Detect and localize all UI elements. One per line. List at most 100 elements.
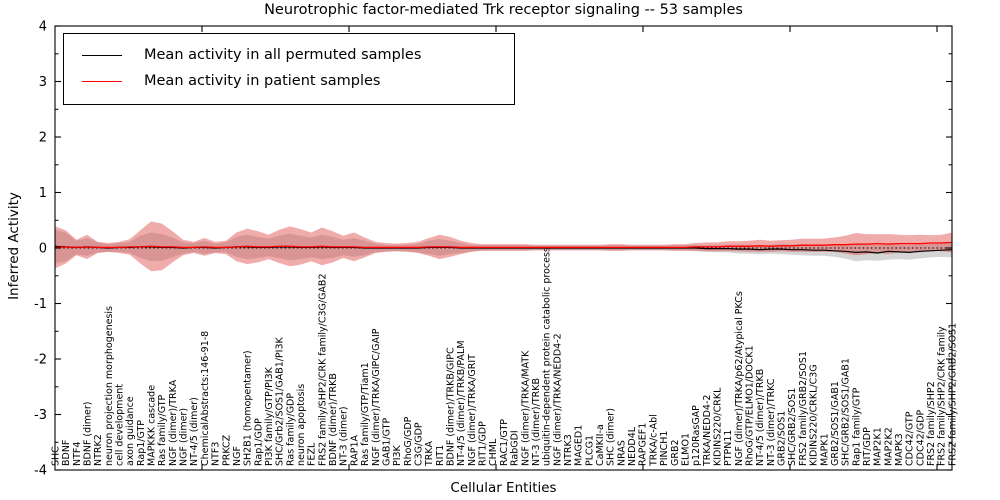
x-tick-label: NEDD4L (627, 426, 638, 466)
y-tick-label: -1 (34, 297, 47, 312)
x-tick-label: NGF (dimer) (179, 408, 190, 466)
x-tick-label: PI3K family/GTP/PI3K (264, 366, 275, 466)
x-tick-label: FRS2 family/GRB2/SOS1 (798, 351, 809, 466)
x-tick-label: TRKA (424, 441, 435, 467)
legend: Mean activity in all permuted samples Me… (63, 33, 515, 105)
permuted-line-swatch (82, 54, 122, 56)
patient-mean-line (54, 241, 953, 249)
x-tick-label: RIT1/GDP (478, 421, 489, 466)
x-tick-label: NTRK3 (563, 434, 574, 466)
x-tick-label: FRS2 family/SHP2/CRK family/C3G/GAB2 (317, 274, 328, 467)
x-tick-label: NGF (dimer)/TRKA/GIPC/GAIP (371, 328, 382, 466)
x-tick-label: Rap1/GTP (136, 420, 147, 466)
x-tick-label: NGF (dimer)/TRKA/p62/Atypical PKCs (734, 291, 745, 466)
x-tick-label: Ras family/GTP (157, 394, 168, 466)
x-tick-label: MAPKKK cascade (147, 385, 158, 466)
x-tick-label: NTRK2 (93, 434, 104, 466)
x-tick-label: neuron apoptosis (296, 384, 307, 466)
chart-title: Neurotrophic factor-mediated Trk recepto… (264, 2, 743, 18)
x-tick-label: SHC/Grb2/SOS1/GAB1/PI3K (275, 336, 286, 466)
x-tick-label: MAPK1 (819, 433, 830, 466)
x-tick-label: SHC (50, 446, 61, 466)
x-tick-label: RhoG/GTP/ELMO1/DOCK1 (745, 345, 756, 466)
x-tick-label: FEZL (307, 442, 318, 466)
x-tick-label: PTPN11 (723, 430, 734, 466)
x-tick-label: RabGDI (510, 430, 521, 466)
x-tick-label: RIT1 (435, 445, 446, 466)
x-tick-label: PINCH1 (659, 431, 670, 466)
y-tick-label: -2 (34, 353, 47, 368)
permuted-confidence-band (55, 229, 952, 263)
x-tick-label: TRKA/NEDD4-2 (702, 395, 713, 467)
x-tick-label: CHML (488, 438, 499, 466)
x-tick-label: ChemicalAbstracts:146-91-8 (200, 331, 211, 466)
x-tick-label: NT-4/5 (dimer)/TRKB (755, 369, 766, 466)
x-tick-label: NGF (dimer)/TRKA/NEDD4-2 (552, 333, 563, 466)
legend-label-permuted: Mean activity in all permuted samples (144, 47, 422, 63)
x-tick-label: SHC/GRB2/SOS1 (787, 388, 798, 466)
x-tick-label: NGF (dimer)/TRKA (168, 379, 179, 466)
x-tick-label: BDNF (dimer)/TRKB (328, 373, 339, 466)
x-tick-label: BDNF (dimer)/TRKB/GIPC (446, 347, 457, 466)
x-tick-label: FRS2 family/SHP2 (926, 381, 937, 466)
x-tick-label: MAP2K1 (873, 427, 884, 466)
x-tick-label: NGF (dimer)/TRKA/MATK (520, 350, 531, 466)
x-tick-label: NT-3 (dimer)/TRKC (766, 378, 777, 466)
x-tick-label: Rap1 family/GTP (851, 387, 862, 466)
x-tick-label: neuron projection morphogenesis (104, 306, 115, 466)
x-tick-label: SHC (dimer) (606, 408, 617, 466)
x-tick-label: KIDINS220/CRKL (713, 387, 724, 466)
x-tick-label: NTF3 (211, 442, 222, 466)
y-tick-label: 1 (39, 186, 47, 201)
x-tick-label: SHC/GRB2/SOS1/GAB1 (841, 358, 852, 466)
x-tick-label: GRB2/SOS1/GAB1 (830, 381, 841, 466)
x-tick-label: RAC1/GTP (499, 419, 510, 466)
x-tick-label: MAPK3 (894, 433, 905, 466)
y-tick-label: -3 (34, 408, 47, 423)
x-tick-label: cell development (115, 384, 126, 466)
x-tick-label: RIT/GDP (862, 427, 873, 466)
x-tick-label: RhoG/GDP (403, 416, 414, 466)
x-tick-label: KIDINS220/CRKL/C3G (809, 364, 820, 466)
x-tick-label: Rap1/GDP (253, 418, 264, 466)
x-tick-label: C3G/GDP (414, 422, 425, 466)
x-tick-label: BDNF (dimer) (82, 401, 93, 466)
x-tick-label: PLCG1 (584, 435, 595, 466)
x-tick-label: ubiquitin-dependent protein catabolic pr… (542, 247, 553, 466)
y-tick-label: 4 (39, 20, 47, 35)
x-tick-label: p120RasGAP (691, 405, 702, 466)
x-tick-label: Ras family/GDP (285, 393, 296, 466)
x-tick-label: CaMKII-a (595, 424, 606, 466)
x-tick-label: PRKCZ (221, 434, 232, 466)
x-tick-label: axon guidance (125, 396, 136, 466)
x-tick-label: ELMO1 (680, 433, 691, 466)
x-tick-label: RAP1A (349, 435, 360, 466)
x-tick-label: BDNF (61, 440, 72, 466)
legend-label-patient: Mean activity in patient samples (144, 73, 381, 89)
x-tick-label: NT-4/5 (dimer)/TRKB/PALM (456, 340, 467, 466)
y-tick-label: 3 (39, 75, 47, 90)
x-tick-label: NT-3 (dimer)/TRKB (531, 378, 542, 466)
x-tick-label: GAB1/GTP (381, 418, 392, 466)
x-tick-label: MAP2K2 (883, 427, 894, 466)
x-axis-label: Cellular Entities (450, 480, 557, 496)
x-tick-label: FRS2 family/SHP2/CRK family (937, 326, 948, 466)
x-tick-label: SH2B1 (homopentamer) (243, 350, 254, 466)
x-tick-label: Ras family/GTP/Tiam1 (360, 362, 371, 466)
x-tick-label: NT-4/5 (dimer) (189, 397, 200, 466)
y-tick-label: 0 (39, 242, 47, 257)
x-tick-label: CDC42/GTP (905, 411, 916, 466)
x-tick-label: NGF (232, 446, 243, 466)
y-tick-label: 2 (39, 131, 47, 146)
x-tick-label: RAPGEF1 (638, 423, 649, 466)
x-tick-label: NRAS (616, 440, 627, 466)
x-tick-label: GRB2 (670, 439, 681, 466)
legend-row-permuted: Mean activity in all permuted samples (74, 42, 504, 68)
patient-line-swatch (82, 80, 122, 82)
x-tick-label: GRB2/SOS1 (777, 411, 788, 466)
x-tick-label: NTF4 (72, 442, 83, 466)
x-tick-label: PI3K (392, 444, 403, 466)
